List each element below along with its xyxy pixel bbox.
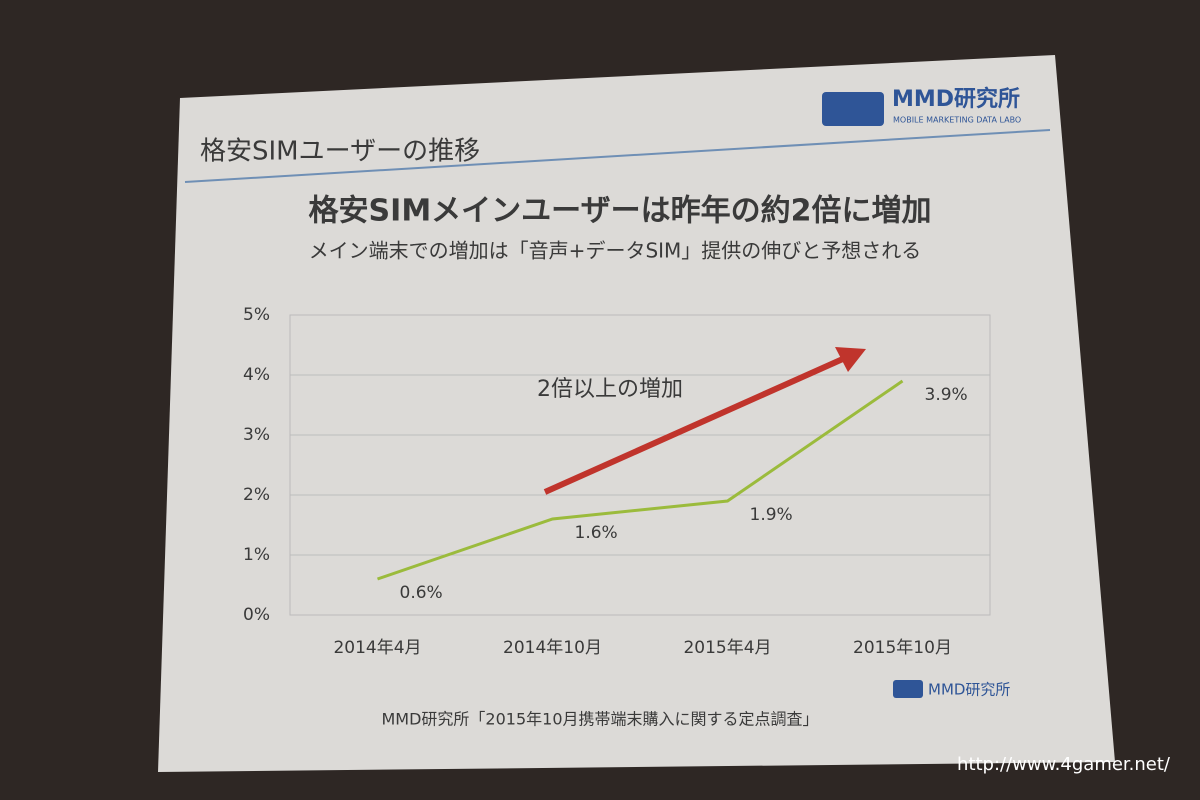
- chart-subtitle: メイン端末での増加は「音声+データSIM」提供の伸びと予想される: [309, 239, 922, 263]
- line: [377, 379, 904, 581]
- slide: [158, 55, 1115, 772]
- plot-frame: [289, 314, 991, 616]
- logo-mark: [822, 92, 884, 126]
- y-tick-label: 1%: [243, 545, 270, 565]
- x-tick-label: 2015年10月: [853, 638, 952, 658]
- header-rule: [184, 129, 1051, 183]
- watermark: http://www.4gamer.net/: [957, 754, 1171, 775]
- arrow: [543, 355, 847, 495]
- footer-logo: MMD研究所: [928, 681, 1010, 699]
- header-title: 格安SIMユーザーの推移: [200, 137, 480, 167]
- y-tick-label: 5%: [243, 305, 270, 325]
- y-tick-label: 3%: [243, 425, 270, 445]
- value-label: 1.9%: [750, 505, 793, 525]
- value-label: 1.6%: [575, 523, 618, 543]
- y-tick-label: 0%: [243, 605, 270, 625]
- y-tick-label: 2%: [243, 485, 270, 505]
- value-label: 0.6%: [400, 583, 443, 603]
- value-label: 3.9%: [925, 385, 968, 405]
- chart-title: 格安SIMメインユーザーは昨年の約2倍に増加: [309, 194, 932, 229]
- y-tick-label: 4%: [243, 365, 270, 385]
- annotation: 2倍以上の増加: [537, 377, 683, 402]
- logo-text: MMD研究所: [892, 86, 1020, 112]
- logo-sub: MOBILE MARKETING DATA LABO: [893, 116, 1021, 125]
- arrow-head: [835, 347, 866, 372]
- source: MMD研究所「2015年10月携帯端末購入に関する定点調査」: [381, 710, 818, 729]
- x-tick-label: 2014年4月: [333, 638, 421, 658]
- footer-logo-mark: [893, 680, 923, 698]
- x-tick-label: 2015年4月: [683, 638, 771, 658]
- x-tick-label: 2014年10月: [503, 638, 602, 658]
